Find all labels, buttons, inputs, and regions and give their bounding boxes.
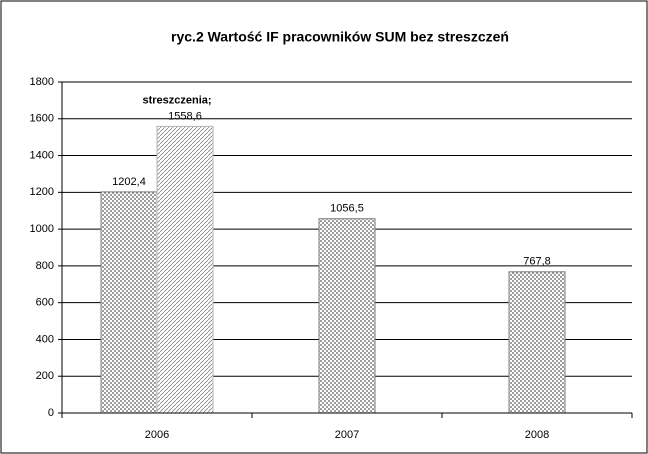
y-tick-label: 1000: [30, 223, 54, 235]
bar: [156, 125, 214, 414]
y-tick-label: 1800: [30, 76, 54, 88]
data-label: 1202,4: [112, 176, 146, 188]
x-tick-label: 2008: [525, 429, 549, 441]
data-label: 1056,5: [330, 203, 364, 215]
series-label: streszczenia;: [142, 94, 211, 106]
chart-title: ryc.2 Wartość IF pracowników SUM bez str…: [171, 29, 509, 45]
data-label: 767,8: [523, 256, 551, 268]
bar: [508, 271, 566, 414]
y-tick-label: 1600: [30, 113, 54, 125]
bar: [100, 191, 158, 414]
y-tick-label: 0: [48, 407, 54, 419]
bar: [318, 218, 376, 414]
y-tick-label: 200: [36, 370, 54, 382]
y-tick-label: 1200: [30, 186, 54, 198]
y-tick-label: 600: [36, 297, 54, 309]
x-tick-label: 2007: [335, 429, 359, 441]
y-tick-label: 1400: [30, 149, 54, 161]
y-tick-label: 400: [36, 333, 54, 345]
data-label: 1558,6: [168, 110, 202, 122]
y-tick-label: 800: [36, 260, 54, 272]
x-tick-label: 2006: [145, 429, 169, 441]
